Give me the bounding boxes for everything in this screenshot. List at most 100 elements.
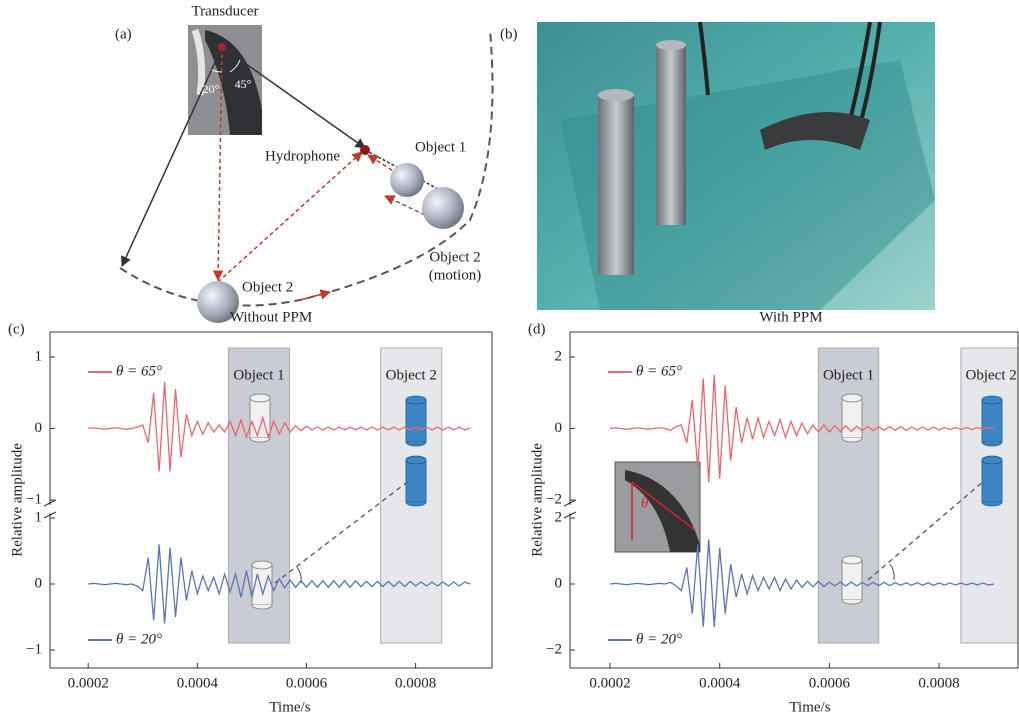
inset-ray [631, 481, 696, 531]
transducer-label: Transducer [192, 3, 259, 19]
y-tick-label: 2 [555, 509, 563, 525]
cylinder-icon-bottom [405, 501, 427, 507]
link-line [867, 479, 986, 581]
ray [217, 151, 363, 283]
ray [212, 46, 224, 282]
cylinder-icon [841, 559, 863, 601]
y-tick-label: −1 [26, 641, 42, 657]
x-tick-label: 0.0006 [286, 675, 328, 691]
x-axis-label: Time/s [269, 699, 310, 715]
hydrophone-point [360, 145, 370, 155]
cylinder-icon-bottom [249, 437, 271, 443]
cylinder-icon-bottom [251, 604, 273, 610]
cylinder-icon-top [981, 395, 1003, 405]
cylinder-icon [405, 399, 427, 443]
photo: (b) [500, 21, 935, 310]
x-tick-label: 0.0004 [177, 675, 219, 691]
x-tick-label: 0.0006 [809, 675, 851, 691]
x-axis-label: Time/s [789, 699, 830, 715]
waveform [88, 381, 471, 472]
cylinder-top [656, 40, 686, 50]
angle-label: 20° [203, 82, 220, 96]
panel-label: (c) [8, 321, 25, 337]
motion-arrow [299, 289, 332, 301]
legend-label: θ = 65° [636, 363, 682, 379]
angle-arc [296, 566, 302, 584]
waveform [609, 539, 994, 627]
legend-label: θ = 20° [636, 631, 682, 647]
beam-edge [221, 46, 366, 149]
axis-break [43, 499, 57, 507]
y-tick-label: 0 [35, 420, 43, 436]
y-tick-label: −2 [546, 491, 562, 507]
inset-label: θ [641, 495, 649, 511]
region-label: Object 2 [386, 367, 437, 383]
y-tick-label: 0 [35, 575, 43, 591]
y-tick-label: 0 [555, 575, 563, 591]
plot-area: Object 1 Object 2 θ [609, 347, 1018, 644]
cylinder-icon [405, 459, 427, 503]
region-label: Object 1 [823, 367, 874, 383]
cylinder [656, 45, 686, 225]
transducer [760, 112, 870, 150]
legend-label: θ = 65° [116, 363, 162, 379]
axis-break [563, 499, 577, 507]
y-tick-label: 1 [35, 348, 43, 364]
cylinder-top [598, 89, 634, 101]
transducer-point [218, 43, 226, 51]
angle-arc [229, 59, 241, 73]
y-tick-label: −1 [26, 491, 42, 507]
beam-edge [121, 46, 223, 267]
x-tick-label: 0.0002 [589, 675, 630, 691]
y-tick-label: 0 [555, 420, 563, 436]
object-2-moving [422, 187, 464, 229]
panel-label: (d) [528, 321, 546, 337]
y-tick-label: −2 [546, 641, 562, 657]
x-tick-label: 0.0008 [918, 675, 959, 691]
cables [698, 21, 882, 126]
cylinder-icon [981, 399, 1003, 443]
diagram: (a) Transducer 20° 45° Hydrophone Object… [115, 3, 494, 323]
ray [367, 154, 399, 175]
object-label: Object 1 [415, 139, 466, 155]
cylinder-icon-bottom [981, 501, 1003, 507]
y-axis-label: Relative amplitude [529, 443, 545, 557]
object-label: Object 2 [429, 249, 480, 265]
cylinder-icon [841, 397, 863, 439]
plot-area: Object 1 Object 2 [88, 347, 471, 644]
x-tick-label: 0.0008 [395, 675, 436, 691]
object-label: Object 2 [242, 279, 293, 295]
y-axis-label: Relative amplitude [9, 443, 25, 557]
angle-arc [211, 69, 223, 73]
x-tick-label: 0.0004 [699, 675, 741, 691]
panel-label: (a) [115, 26, 132, 42]
transducer-shape [205, 30, 262, 135]
cylinder-icon-top [981, 455, 1003, 465]
cylinder-icon-bottom [405, 441, 427, 447]
transducer-edge [191, 28, 206, 96]
cylinder [598, 95, 634, 275]
object-2 [197, 281, 239, 323]
axis-break [563, 511, 577, 519]
cylinder-icon-top [405, 395, 427, 405]
link-line [274, 479, 411, 584]
cylinder-icon-top [841, 393, 863, 403]
object-1 [390, 163, 424, 197]
chart-title: Without PPM [230, 309, 312, 325]
x-tick-label: 0.0002 [68, 675, 109, 691]
cylinder-icon-top [841, 555, 863, 565]
angle-arc [889, 563, 895, 581]
angle-label: 45° [235, 77, 252, 91]
cylinder-icon-bottom [841, 599, 863, 605]
cylinder-icon-top [249, 393, 271, 403]
cylinder-icon-bottom [841, 437, 863, 443]
waveform [609, 374, 994, 483]
cylinder-icon [981, 459, 1003, 503]
panel-label: (b) [500, 26, 518, 42]
axis-break [43, 511, 57, 519]
legend-label: θ = 20° [116, 631, 162, 647]
region-label: Object 2 [966, 367, 1017, 383]
region-label: Object 1 [233, 367, 284, 383]
ray [384, 195, 426, 216]
